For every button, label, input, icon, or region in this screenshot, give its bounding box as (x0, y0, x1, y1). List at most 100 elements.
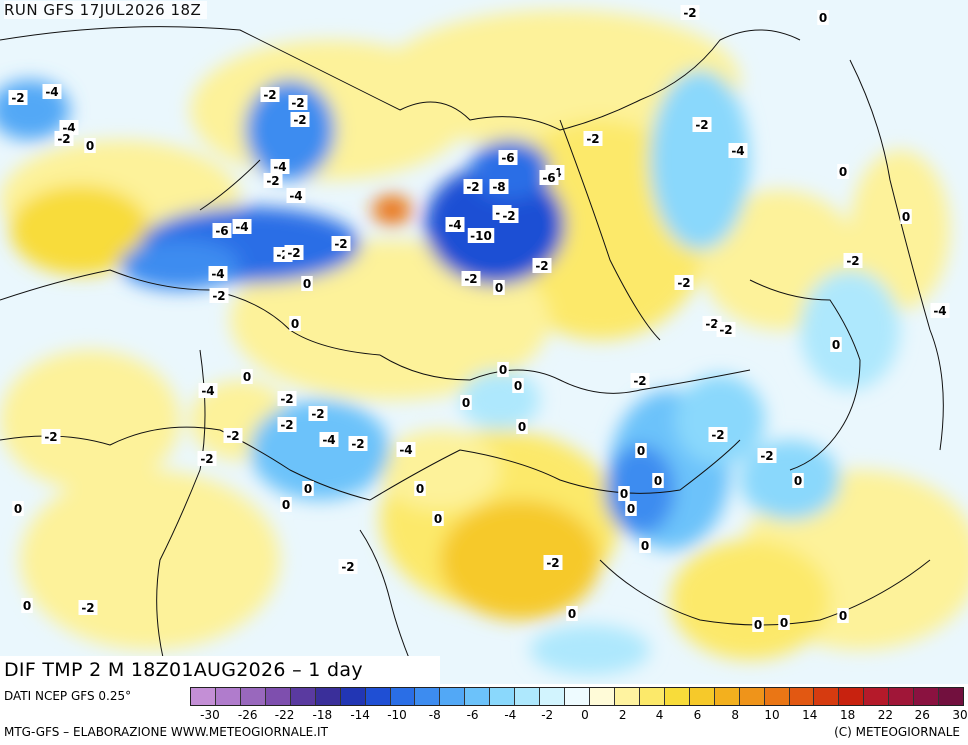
value-label-bg (260, 87, 280, 102)
map-value-label: 0 (654, 474, 662, 488)
map-value-label: -2 (535, 259, 548, 273)
value-label-bg (652, 473, 664, 488)
map-value-label: -2 (719, 323, 732, 337)
footer-panel: DATI NCEP GFS 0.25° -30 -26 -22 -18 -14 -10 -8… (0, 684, 968, 745)
value-label-bg (277, 391, 297, 406)
scale-tick-label: -8 (428, 708, 441, 722)
value-label-bg (396, 442, 416, 457)
scale-swatch (889, 688, 915, 705)
scale-swatch (215, 688, 241, 705)
map-value-label: -2 (546, 556, 559, 570)
scale-swatch (839, 688, 865, 705)
map-value-label: -2 (705, 317, 718, 331)
value-label-bg (692, 117, 712, 132)
map-value-label: -2 (466, 180, 479, 194)
value-label-bg (198, 383, 218, 398)
map-value-label: -2 (464, 272, 477, 286)
run-label: RUN GFS 17JUL2026 18Z (4, 1, 208, 19)
map-value-label: -2 (311, 407, 324, 421)
value-label-bg (42, 84, 62, 99)
value-label-bg (708, 427, 728, 442)
map-value-label: -2 (677, 276, 690, 290)
value-label-bg (516, 419, 528, 434)
scale-swatch (639, 688, 665, 705)
map-value-label: -2 (263, 88, 276, 102)
value-label-bg (41, 429, 61, 444)
map-value-label: 0 (495, 281, 503, 295)
scale-swatch (714, 688, 740, 705)
map-value-label: 0 (282, 498, 290, 512)
map-value-label: -2 (711, 428, 724, 442)
scale-tick-label: 0 (581, 708, 589, 722)
map-value-label: -2 (11, 91, 24, 105)
scale-swatch (614, 688, 640, 705)
map-value-label: 0 (303, 277, 311, 291)
map-value-label: 0 (780, 616, 788, 630)
scale-swatch (739, 688, 765, 705)
map-value-label: -2 (293, 113, 306, 127)
scale-tick-label: 14 (802, 708, 818, 722)
map-value-label: -10 (470, 229, 492, 243)
scale-swatch (515, 688, 541, 705)
scale-tick-label: -22 (274, 708, 295, 722)
scale-tick-label: -18 (312, 708, 333, 722)
value-label-bg (843, 253, 863, 268)
scale-tick-label: 26 (914, 708, 930, 722)
map-value-label: 0 (627, 502, 635, 516)
value-label-bg (432, 511, 444, 526)
map-value-label: 0 (794, 474, 802, 488)
scale-swatch (265, 688, 291, 705)
value-label-bg (817, 10, 829, 25)
scale-swatch (814, 688, 840, 705)
map-value-label: -2 (212, 289, 225, 303)
map-value-label: -2 (280, 392, 293, 406)
scale-tick-label: -2 (541, 708, 554, 722)
scale-tick-label: -4 (504, 708, 517, 722)
scale-swatch (365, 688, 391, 705)
map-value-label: 0 (620, 487, 628, 501)
map-value-label: -8 (492, 180, 505, 194)
map-value-label: -6 (215, 224, 228, 238)
scale-tick-label: 2 (618, 708, 627, 722)
value-label-bg (12, 501, 24, 516)
value-label-bg (639, 538, 651, 553)
value-label-bg (241, 369, 253, 384)
value-label-bg (830, 337, 842, 352)
value-label-bg (532, 258, 552, 273)
scale-tick-label: -30 (200, 708, 220, 722)
scale-swatch (789, 688, 815, 705)
value-label-bg (289, 316, 301, 331)
value-label-bg (54, 131, 74, 146)
boundaries (0, 26, 944, 684)
map-value-label: -2 (200, 452, 213, 466)
scale-swatch (440, 688, 466, 705)
map-value-label: -2 (683, 6, 696, 20)
map-value-label: -2 (266, 174, 279, 188)
value-label-bg (280, 497, 292, 512)
value-label-bg (78, 600, 98, 615)
map-value-label: -4 (235, 220, 248, 234)
value-label-bg (728, 143, 748, 158)
map-value-label: 0 (754, 618, 762, 632)
scale-tick-label: -26 (237, 708, 258, 722)
map-value-label: 0 (416, 482, 424, 496)
map-value-label: 0 (434, 512, 442, 526)
value-label-bg (680, 5, 700, 20)
scale-tick-label: -14 (350, 708, 370, 722)
value-label-bg (208, 266, 228, 281)
value-label-bg (493, 280, 505, 295)
map-value-label: 0 (14, 502, 22, 516)
copyright-text: (C) METEOGIORNALE (834, 725, 960, 739)
value-label-bg (308, 406, 328, 421)
map-value-label: 0 (568, 607, 576, 621)
value-label-bg (489, 179, 509, 194)
map-value-label: -4 (211, 267, 224, 281)
value-label-bg (232, 219, 252, 234)
value-label-bg (460, 395, 472, 410)
value-label-bg (467, 228, 495, 243)
scale-swatch (315, 688, 341, 705)
scale-tick-label: 30 (952, 708, 968, 722)
scale-tick-label: 10 (764, 708, 780, 722)
scale-tick-label: 4 (655, 708, 664, 722)
value-label-bg (8, 90, 28, 105)
